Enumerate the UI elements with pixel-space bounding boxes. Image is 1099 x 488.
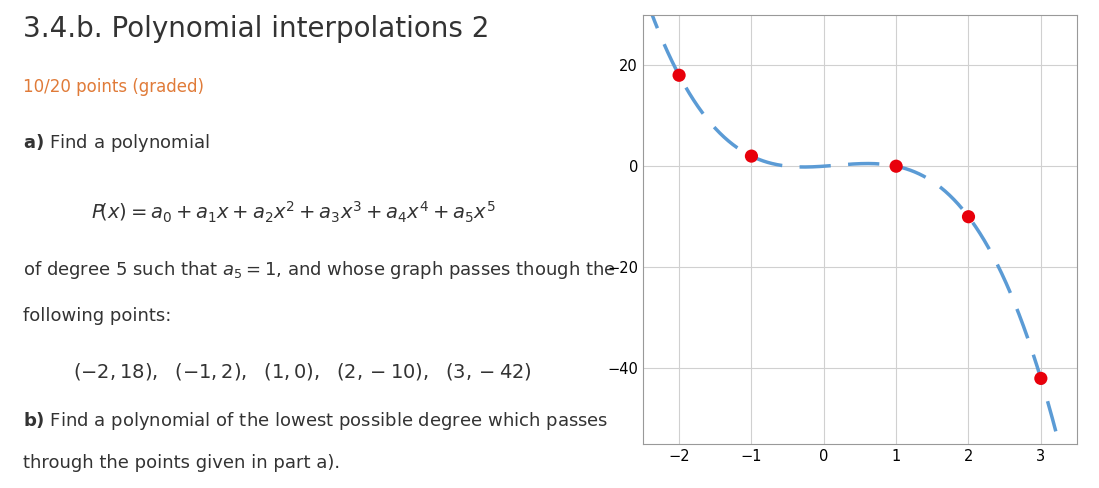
Point [887, 163, 904, 170]
Point [743, 152, 761, 160]
Text: $(-2,18),\ \ (-1,2),\ \ (1,0),\ \ (2,-10),\ \ (3,-42)$: $(-2,18),\ \ (-1,2),\ \ (1,0),\ \ (2,-10… [73, 361, 532, 382]
Text: of degree 5 such that $a_5 = 1$, and whose graph passes though the: of degree 5 such that $a_5 = 1$, and who… [23, 259, 617, 281]
Text: $P\!\left(x\right) = a_0 + a_1 x + a_2 x^2 + a_3 x^3 + a_4 x^4 + a_5 x^5$: $P\!\left(x\right) = a_0 + a_1 x + a_2 x… [91, 200, 496, 225]
Text: following points:: following points: [23, 307, 171, 325]
Point [670, 71, 688, 79]
Text: 10/20 points (graded): 10/20 points (graded) [23, 78, 204, 96]
Text: $\mathbf{b)}$$\mathregular{\ Find\ a\ polynomial\ of\ the\ lowest\ possible\ deg: $\mathbf{b)}$$\mathregular{\ Find\ a\ po… [23, 410, 609, 432]
Point [1032, 374, 1050, 382]
Text: $\mathbf{a)}$$\mathregular{\ Find\ a\ polynomial}$: $\mathbf{a)}$$\mathregular{\ Find\ a\ po… [23, 132, 210, 154]
Text: 3.4.b. Polynomial interpolations 2: 3.4.b. Polynomial interpolations 2 [23, 15, 490, 42]
Point [959, 213, 977, 221]
Text: through the points given in part a).: through the points given in part a). [23, 454, 341, 472]
